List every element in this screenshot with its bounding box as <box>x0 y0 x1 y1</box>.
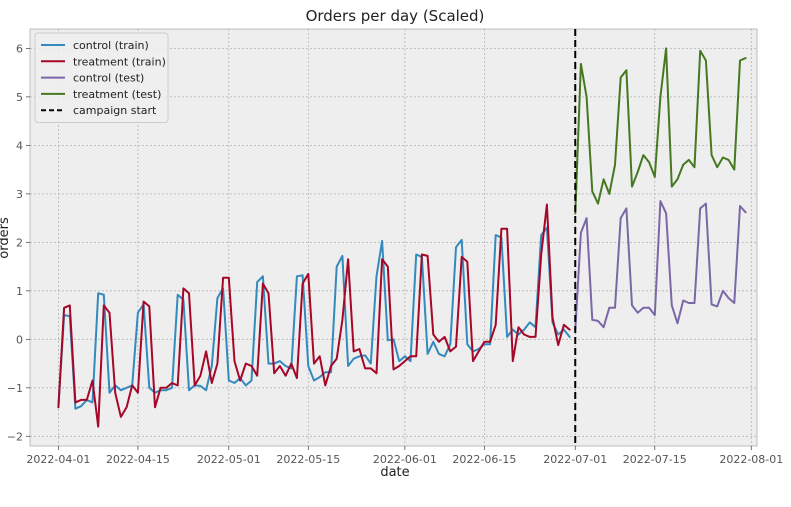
x-tick-label: 2022-06-01 <box>373 453 437 466</box>
legend-label: control (train) <box>73 39 149 52</box>
y-tick-label: 0 <box>16 333 23 346</box>
y-tick-label: 3 <box>16 188 23 201</box>
x-tick-label: 2022-06-15 <box>452 453 516 466</box>
x-tick-label: 2022-04-15 <box>106 453 170 466</box>
y-tick-label: 4 <box>16 139 23 152</box>
legend-label: control (test) <box>73 72 144 85</box>
chart-title: Orders per day (Scaled) <box>306 7 485 25</box>
x-axis-ticks: 2022-04-01 2022-04-15 2022-05-01 2022-05-15… <box>26 446 783 466</box>
legend-frame <box>34 32 169 123</box>
y-tick-label: 1 <box>16 285 23 298</box>
x-tick-label: 2022-08-01 <box>719 453 783 466</box>
x-tick-label: 2022-04-01 <box>26 453 90 466</box>
y-tick-label: −1 <box>7 382 23 395</box>
x-axis-label: date <box>380 465 409 480</box>
x-tick-label: 2022-07-15 <box>623 453 687 466</box>
series-lines <box>57 47 747 428</box>
series-line-2 <box>574 200 747 331</box>
series-line-1 <box>57 203 571 428</box>
legend-label: campaign start <box>73 104 157 117</box>
x-tick-label: 2022-05-01 <box>197 453 261 466</box>
y-tick-label: −2 <box>7 430 23 443</box>
y-axis-ticks: −2 −1 0 1 2 3 4 5 6 <box>7 42 30 443</box>
y-tick-label: 2 <box>16 236 23 249</box>
series-line-3 <box>574 47 747 215</box>
y-tick-label: 5 <box>16 91 23 104</box>
legend: control (train) treatment (train) control … <box>34 32 169 123</box>
legend-label: treatment (test) <box>73 88 161 101</box>
x-tick-label: 2022-05-15 <box>276 453 340 466</box>
y-axis-label: orders <box>0 217 12 259</box>
y-tick-label: 6 <box>16 42 23 55</box>
legend-label: treatment (train) <box>73 55 166 68</box>
x-tick-label: 2022-07-01 <box>543 453 607 466</box>
